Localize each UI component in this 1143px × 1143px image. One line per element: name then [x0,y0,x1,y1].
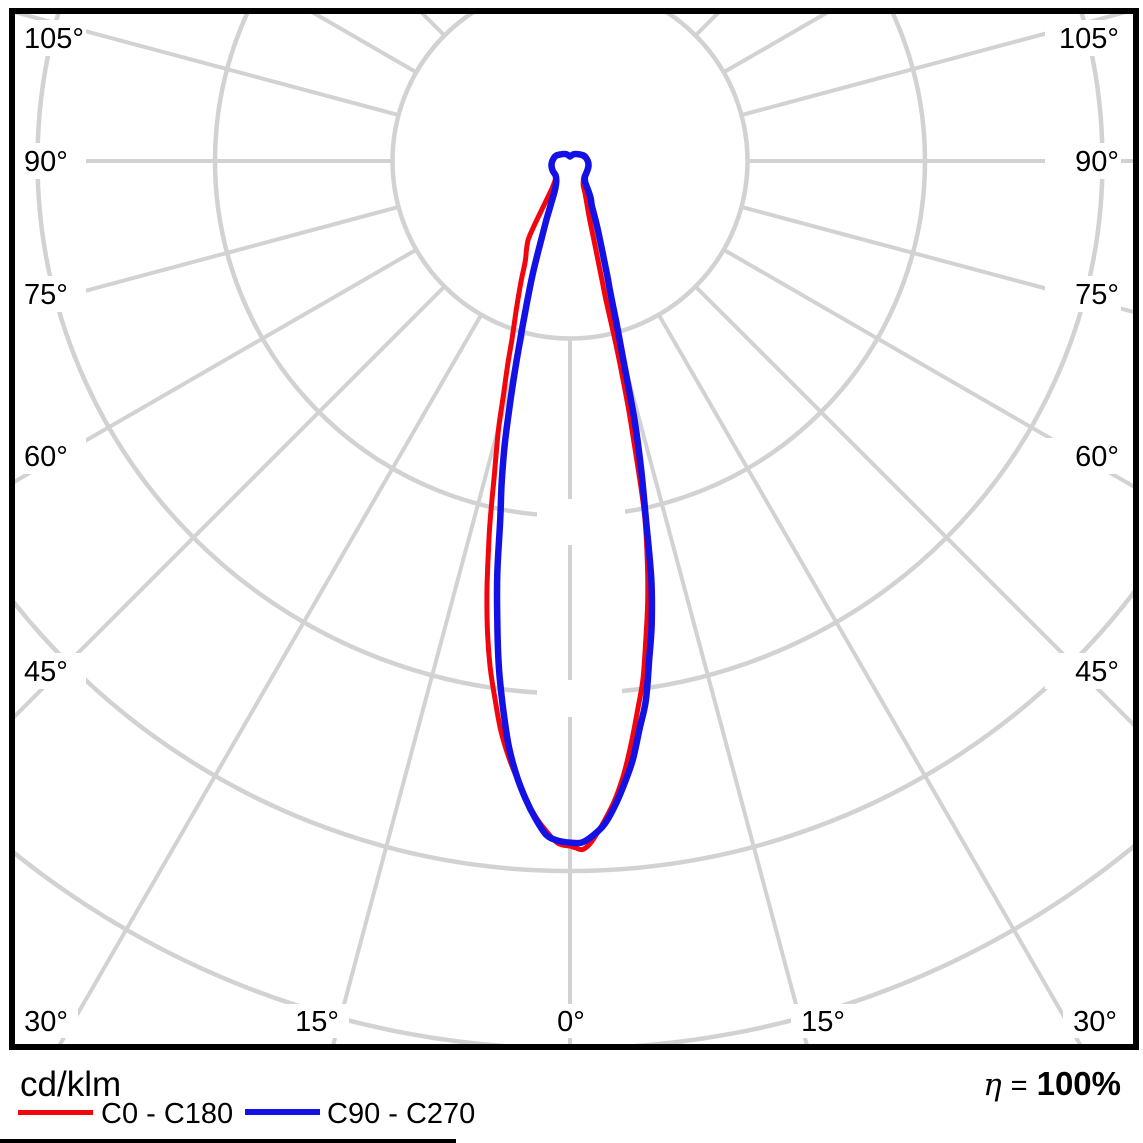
angle-label-left: 75° [24,279,68,311]
grid-ring [390,14,750,341]
angle-label-left: 45° [24,656,68,688]
angle-label-bottom: 15° [295,1006,339,1038]
grid-spoke [740,14,1127,117]
grid-spoke [15,285,446,719]
ring-value-box [537,499,625,545]
angle-tick-labels: 105° 90° 75° 60° 45° 105° 90° 75° 60° 45° 30° 15° 0°… [24,23,1119,1038]
angle-label-right: 60° [1075,441,1119,473]
efficiency-label: η = 100% [983,1065,1121,1103]
legend-label-c90-c270: C90 - C270 [327,1098,475,1130]
label-mask [1045,276,1121,312]
label-mask [12,276,86,312]
label-mask [1045,20,1121,56]
label-mask [791,1004,855,1038]
legend-swatch-c0-c180 [18,1110,93,1115]
label-mask [14,1004,78,1038]
grid-spoke [0,0,481,7]
label-mask [1063,1004,1127,1038]
angle-label-left: 60° [24,441,68,473]
bottom-partial-rule [0,1139,456,1143]
angle-label-right: 105° [1059,23,1119,55]
legend-swatch-c90-c270 [245,1109,320,1115]
angle-label-left: 90° [24,146,68,178]
angle-label-right: 90° [1075,146,1119,178]
label-mask [285,1004,349,1038]
eta-value: 100% [1037,1065,1121,1102]
plot-border [9,8,1139,1050]
grid-spoke [722,248,1133,489]
label-mask [12,20,86,56]
grid-spoke [657,313,1083,1044]
grid-spoke [740,205,1133,314]
label-mask [539,1004,603,1038]
grid-spoke [331,331,526,1044]
grid-spoke [57,313,483,1044]
grid-label-masks [12,20,1127,1038]
legend-label-c0-c180: C0 - C180 [101,1098,233,1130]
eta-equals: = [1011,1070,1028,1102]
legend: cd/klm C0 - C180 C90 - C270 η = 100% [18,1065,1121,1130]
label-mask [12,438,86,474]
units-label: cd/klm [20,1065,121,1104]
angle-label-bottom: 30° [24,1006,68,1038]
angle-label-bottom: 30° [1073,1006,1117,1038]
intensity-curves [484,150,656,853]
grid-spoke [15,14,400,117]
ring-value-box [537,680,622,717]
label-mask [1045,438,1121,474]
label-mask [12,653,86,689]
angle-label-left: 105° [24,23,84,55]
angle-label-right: 75° [1075,279,1119,311]
angle-label-bottom: 15° [801,1006,845,1038]
label-mask [1045,143,1121,179]
label-mask [12,143,86,179]
curve-c90-c270 [493,150,656,847]
eta-symbol: η [983,1067,1002,1103]
label-mask [1045,653,1121,689]
angle-label-right: 45° [1075,656,1119,688]
angle-label-bottom: 0° [557,1006,585,1038]
grid-spoke [15,248,418,484]
grid-spoke [659,0,1143,7]
grid-spoke [15,205,400,312]
grid-spoke [614,331,809,1044]
grid-spoke [694,285,1133,727]
